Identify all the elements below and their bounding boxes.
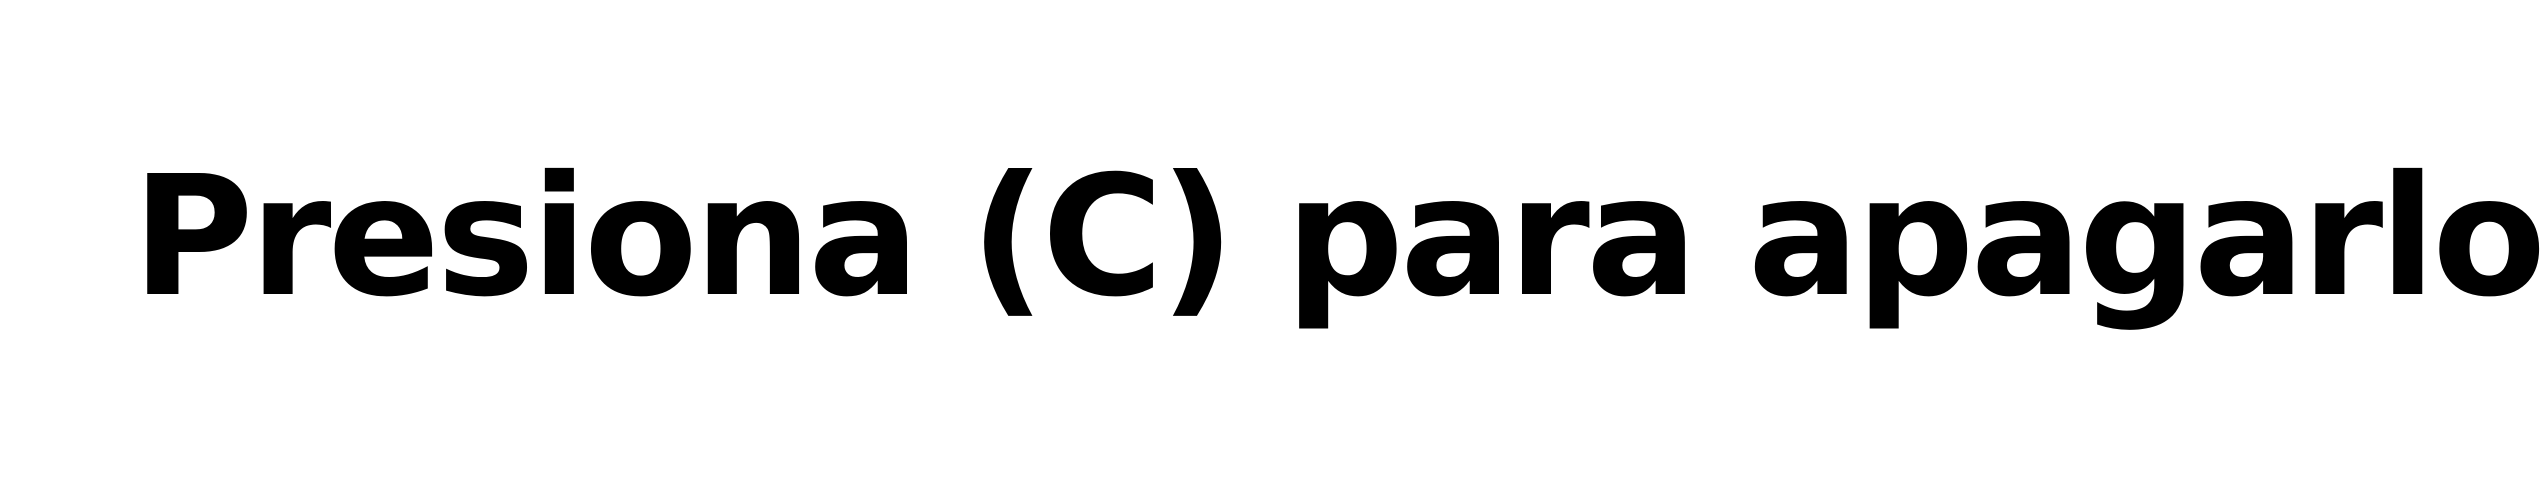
- instruction-text: Presiona (C) para apagarlo: [132, 141, 2546, 334]
